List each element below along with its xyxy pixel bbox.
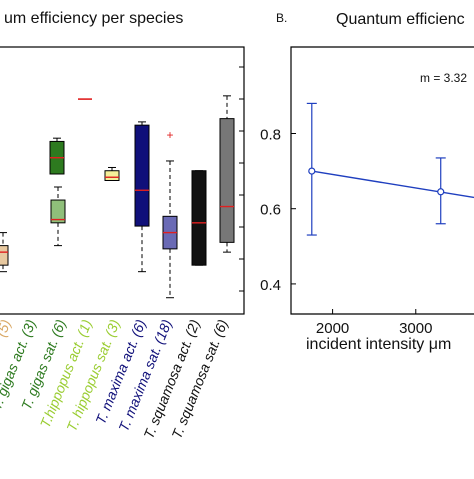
y-tick-label: 0.4 bbox=[260, 277, 281, 294]
x-axis-label: incident intensity μm bbox=[306, 336, 451, 353]
box-1-box bbox=[0, 246, 8, 266]
panel-b-title: Quantum efficienc bbox=[336, 11, 465, 28]
box-7-outlier: + bbox=[166, 128, 173, 142]
box-6-box bbox=[135, 125, 149, 226]
box-8-box bbox=[192, 171, 206, 265]
panel-b-frame bbox=[291, 47, 474, 314]
panel-a-title: um efficiency per species bbox=[4, 10, 183, 27]
panel-b-label: B. bbox=[276, 11, 287, 25]
data-point-1 bbox=[309, 168, 315, 174]
panel-a-box-plot: um efficiency per species+(5)T. gigas ac… bbox=[0, 10, 244, 441]
box-5-box bbox=[105, 171, 119, 181]
x-tick-label: 3000 bbox=[399, 320, 432, 337]
y-tick-label: 0.8 bbox=[260, 126, 281, 143]
panel-b-line-plot: B. Quantum efficienc 0.4 0.6 0.8 2000 3000inci… bbox=[260, 11, 474, 353]
series-line bbox=[312, 171, 474, 197]
data-point-2 bbox=[438, 189, 444, 195]
category-label-1: (5) bbox=[0, 317, 14, 339]
y-tick-label: 0.6 bbox=[260, 202, 281, 219]
panel-a-frame bbox=[0, 47, 244, 314]
slope-annotation: m = 3.32 bbox=[420, 71, 467, 85]
x-tick-label: 2000 bbox=[316, 320, 349, 337]
box-9-box bbox=[220, 119, 234, 243]
